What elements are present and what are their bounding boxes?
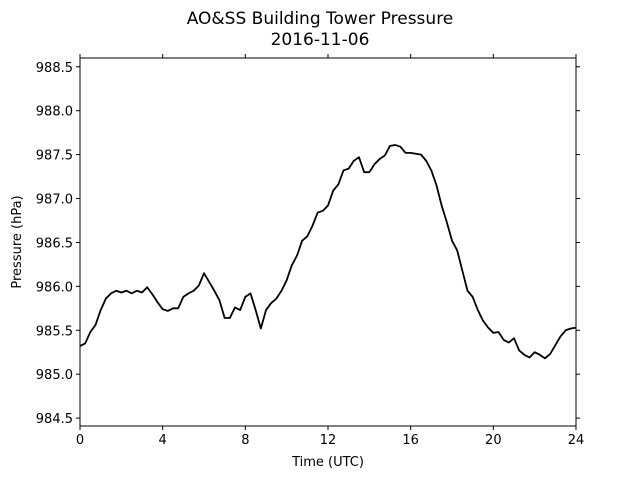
line-series bbox=[79, 144, 577, 360]
x-tick-label: 8 bbox=[241, 433, 249, 448]
y-tick-label: 985.0 bbox=[36, 368, 73, 383]
x-tick-label: 4 bbox=[159, 433, 167, 448]
y-tick-label: 987.5 bbox=[36, 149, 73, 164]
x-tick-label: 24 bbox=[568, 433, 585, 448]
x-tick-label: 20 bbox=[485, 433, 502, 448]
y-tick-label: 987.0 bbox=[36, 193, 73, 208]
y-axis-label: Pressure (hPa) bbox=[10, 195, 25, 288]
x-tick-label: 12 bbox=[320, 433, 337, 448]
chart-subtitle: 2016-11-06 bbox=[271, 30, 370, 50]
y-tick-label: 985.5 bbox=[36, 324, 73, 339]
y-tick-label: 986.0 bbox=[36, 280, 73, 295]
plot-frame bbox=[79, 57, 577, 427]
y-tick-label: 984.5 bbox=[36, 412, 73, 427]
x-tick-label: 16 bbox=[402, 433, 419, 448]
y-tick-label: 988.0 bbox=[36, 105, 73, 120]
y-tick-label: 988.5 bbox=[36, 61, 73, 76]
x-axis-label: Time (UTC) bbox=[291, 455, 364, 470]
y-tick-label: 986.5 bbox=[36, 236, 73, 251]
chart-title: AO&SS Building Tower Pressure bbox=[187, 9, 454, 29]
x-tick-label: 0 bbox=[76, 433, 84, 448]
